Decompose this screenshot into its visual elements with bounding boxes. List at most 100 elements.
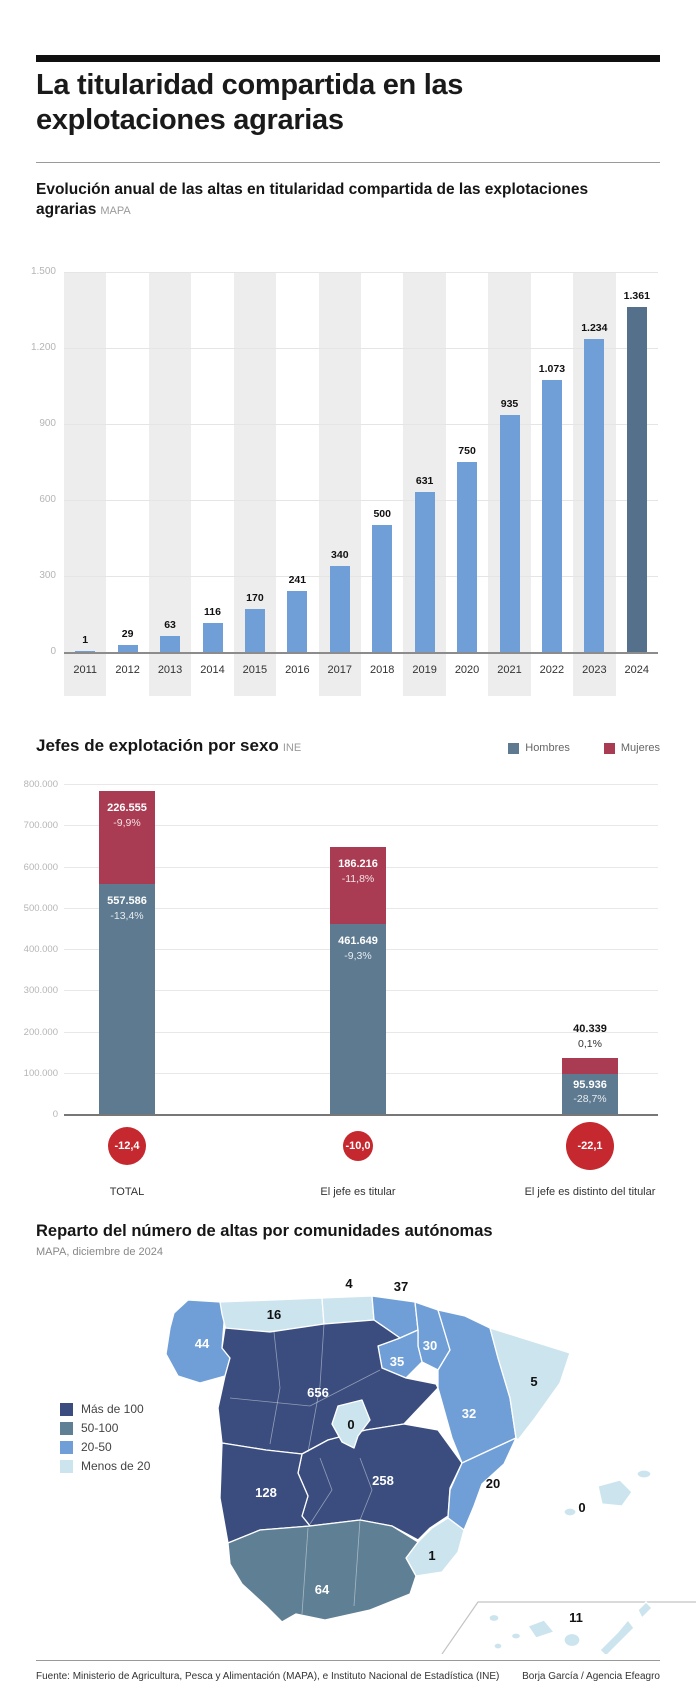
bar (541, 380, 562, 652)
map-value-madrid: 0 (347, 1417, 354, 1432)
map-value-extremadura: 128 (255, 1485, 277, 1500)
footer-divider (36, 1660, 660, 1661)
y-tick-label: 200.000 (23, 1026, 58, 1038)
x-tick-label: 2017 (327, 664, 353, 676)
y-tick-label: 600.000 (23, 861, 58, 873)
category-label: TOTAL (109, 1186, 145, 1198)
bar-value-label: 1.234 (581, 322, 608, 335)
map-legend: Más de 100 50-100 20-50 Menos de 20 (60, 1402, 150, 1473)
bar (626, 307, 647, 652)
bar-value-label: 935 (500, 398, 519, 411)
province-line (359, 1457, 373, 1521)
map-legend-item: Más de 100 (60, 1402, 150, 1416)
section1-title: Evolución anual de las altas en titulari… (36, 181, 589, 218)
y-tick-label: 900 (39, 418, 56, 429)
gridline (64, 652, 658, 654)
y-tick-label: 400.000 (23, 944, 58, 955)
footer-credit: Borja García / Agencia Efeagro (522, 1671, 660, 1682)
bucket1-swatch-icon (60, 1402, 73, 1416)
region-baleares-menorca (636, 1469, 652, 1479)
y-tick-label: 1.200 (30, 342, 56, 353)
region-extremadura (219, 1442, 311, 1544)
bar-segment-hombres (330, 923, 386, 1114)
y-tick-label: 800.000 (23, 779, 58, 790)
section1-source: MAPA (100, 205, 131, 217)
map-value-baleares: 0 (578, 1500, 585, 1515)
region-andalucia (227, 1519, 419, 1623)
mujeres-value-label: 186.216 (338, 857, 378, 870)
hombres-pct-label: -13,4% (110, 909, 144, 922)
map-value-cataluna: 5 (530, 1374, 537, 1389)
mujeres-value-label: 226.555 (107, 801, 147, 814)
bar-value-label: 241 (288, 573, 307, 586)
bar (329, 565, 350, 652)
bar (584, 339, 605, 652)
region-cantabria (321, 1295, 375, 1325)
region-canarias-lanzarote (637, 1601, 653, 1619)
bar-segment-hombres (99, 883, 155, 1114)
x-tick-label: 2013 (157, 664, 183, 676)
column-stripe (64, 272, 107, 696)
bar (244, 608, 265, 652)
map-value-murcia: 1 (428, 1548, 435, 1563)
bar (75, 651, 96, 652)
gridline (64, 1114, 658, 1116)
hombres-pct-label: -28,7% (573, 1093, 607, 1106)
bucket2-swatch-icon (60, 1421, 73, 1435)
map-value-pais-vasco: 37 (394, 1279, 408, 1294)
page-title: La titularidad compartida en las explota… (36, 69, 464, 136)
map-value-la-rioja: 35 (390, 1354, 404, 1369)
mujeres-pct-label: -11,8% (341, 872, 375, 885)
canarias-inset-border (441, 1601, 696, 1654)
bar (287, 590, 308, 652)
bar-value-label: 1 (82, 634, 89, 646)
spain-choropleth-map: 44 16 4 37 30 35 32 5 656 0 258 20 128 6… (165, 1276, 696, 1654)
x-tick-label: 2019 (412, 664, 437, 676)
mujeres-pct-label: 0,1% (578, 1037, 602, 1050)
map-legend-item: Menos de 20 (60, 1459, 150, 1473)
bar-segment-hombres (562, 1074, 618, 1114)
map-value-navarra: 30 (423, 1338, 437, 1353)
hombres-value-label: 557.586 (107, 894, 147, 907)
map-value-aragon: 32 (462, 1406, 476, 1421)
x-tick-label: 2024 (624, 664, 650, 676)
change-circle: -10,0 (343, 1131, 373, 1161)
legend-item-mujeres: Mujeres (603, 742, 660, 754)
province-line (353, 1519, 361, 1607)
bar-value-label: 340 (331, 548, 349, 561)
bar (414, 492, 435, 652)
section3-header: Reparto del número de altas por comunida… (36, 1222, 493, 1240)
bar-value-label: 170 (246, 591, 264, 604)
bar-value-label: 1.361 (623, 290, 650, 303)
bar-segment-mujeres (330, 846, 386, 924)
region-canarias-gomera (510, 1632, 522, 1640)
province-line (309, 1457, 333, 1525)
section3-source: MAPA, diciembre de 2024 (36, 1246, 163, 1258)
map-legend-item: 20-50 (60, 1440, 150, 1454)
region-canarias-gran-canaria (563, 1632, 581, 1648)
section2-header: Jefes de explotación por sexo INE (36, 736, 301, 756)
region-baleares-mallorca (597, 1479, 633, 1507)
bar (202, 622, 223, 652)
map-legend-label: 50-100 (81, 1421, 119, 1435)
map-value-asturias: 16 (267, 1307, 281, 1322)
category-label: El jefe es distinto del titular (524, 1186, 656, 1198)
y-tick-label: 600 (39, 494, 56, 505)
y-tick-label: 300.000 (23, 985, 58, 997)
y-tick-label: 0 (50, 646, 56, 657)
change-circle: -12,4 (108, 1127, 146, 1165)
province-line (307, 1323, 325, 1453)
gridline (64, 272, 658, 273)
bar-value-label: 116 (204, 605, 221, 618)
bar (457, 462, 478, 652)
bar (372, 525, 393, 652)
change-circle: -22,1 (566, 1122, 614, 1170)
hombres-value-label: 461.649 (338, 934, 378, 947)
map-value-canarias: 11 (569, 1610, 583, 1625)
bar-value-label: 750 (458, 445, 476, 457)
y-tick-label: 700.000 (23, 820, 58, 832)
x-tick-label: 2016 (285, 664, 310, 676)
legend-label-mujeres: Mujeres (620, 742, 660, 754)
y-tick-label: 1.500 (30, 266, 56, 277)
map-value-cantabria: 4 (345, 1276, 353, 1291)
